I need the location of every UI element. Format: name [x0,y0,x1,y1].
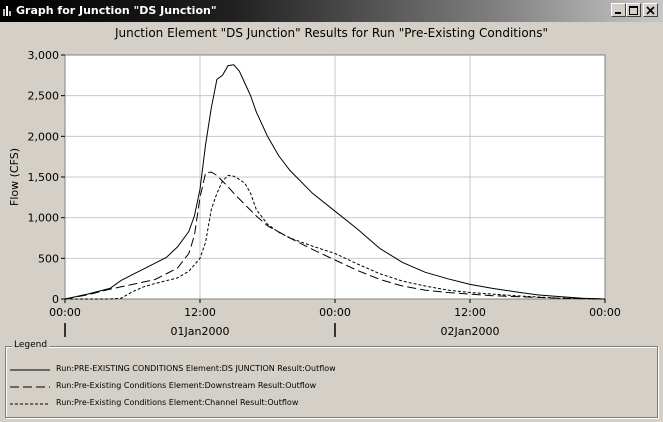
legend-panel: Legend Run:PRE-EXISTING CONDITIONS Eleme… [5,340,658,418]
x-tick-label: 00:00 [319,306,351,319]
chart-title: Junction Element "DS Junction" Results f… [114,26,549,40]
flow-chart: 0 500 1,000 1,500 2,000 2,500 3,000 00:00 12:00 0… [8,49,621,338]
y-tick-label: 2,000 [28,130,60,143]
y-tick-label: 1,000 [28,212,60,225]
date-label: 02Jan2000 [441,325,500,338]
legend-label: Run:Pre-Existing Conditions Element:Chan… [56,398,299,407]
legend-swatch [10,369,50,371]
y-tick-label: 2,500 [28,90,60,103]
legend-swatch [10,386,50,388]
y-tick-label: 0 [52,293,59,306]
legend-title: Legend [12,340,50,350]
x-tick-label: 00:00 [49,306,81,319]
legend-label: Run:Pre-Existing Conditions Element:Down… [56,381,317,390]
legend-item: Run:Pre-Existing Conditions Element:Chan… [10,398,650,410]
window-title: Graph for Junction "DS Junction" [16,4,217,17]
y-tick-label: 500 [38,252,59,265]
minimize-icon [615,12,621,14]
date-label: 01Jan2000 [171,325,230,338]
title-bar[interactable]: Graph for Junction "DS Junction" [0,0,663,22]
series-line-2 [64,171,606,300]
y-tick-label: 1,500 [28,171,60,184]
close-icon [646,6,655,15]
legend-label: Run:PRE-EXISTING CONDITIONS Element:DS J… [56,364,336,373]
x-tick-label: 12:00 [454,306,486,319]
series-line-1 [64,64,606,300]
x-tick-label: 00:00 [589,306,621,319]
legend-swatch [10,403,50,405]
x-tick-label: 12:00 [184,306,216,319]
series-line-3 [65,174,606,300]
close-button[interactable] [643,3,658,17]
legend-item: Run:PRE-EXISTING CONDITIONS Element:DS J… [10,364,650,376]
y-tick-label: 3,000 [28,49,60,62]
chart-area: Junction Element "DS Junction" Results f… [0,22,663,344]
legend-item: Run:Pre-Existing Conditions Element:Down… [10,381,650,393]
maximize-icon [629,6,638,15]
bar-chart-icon [3,6,11,16]
maximize-button[interactable] [626,3,641,17]
y-axis-label: Flow (CFS) [8,148,21,206]
minimize-button[interactable] [611,3,626,17]
